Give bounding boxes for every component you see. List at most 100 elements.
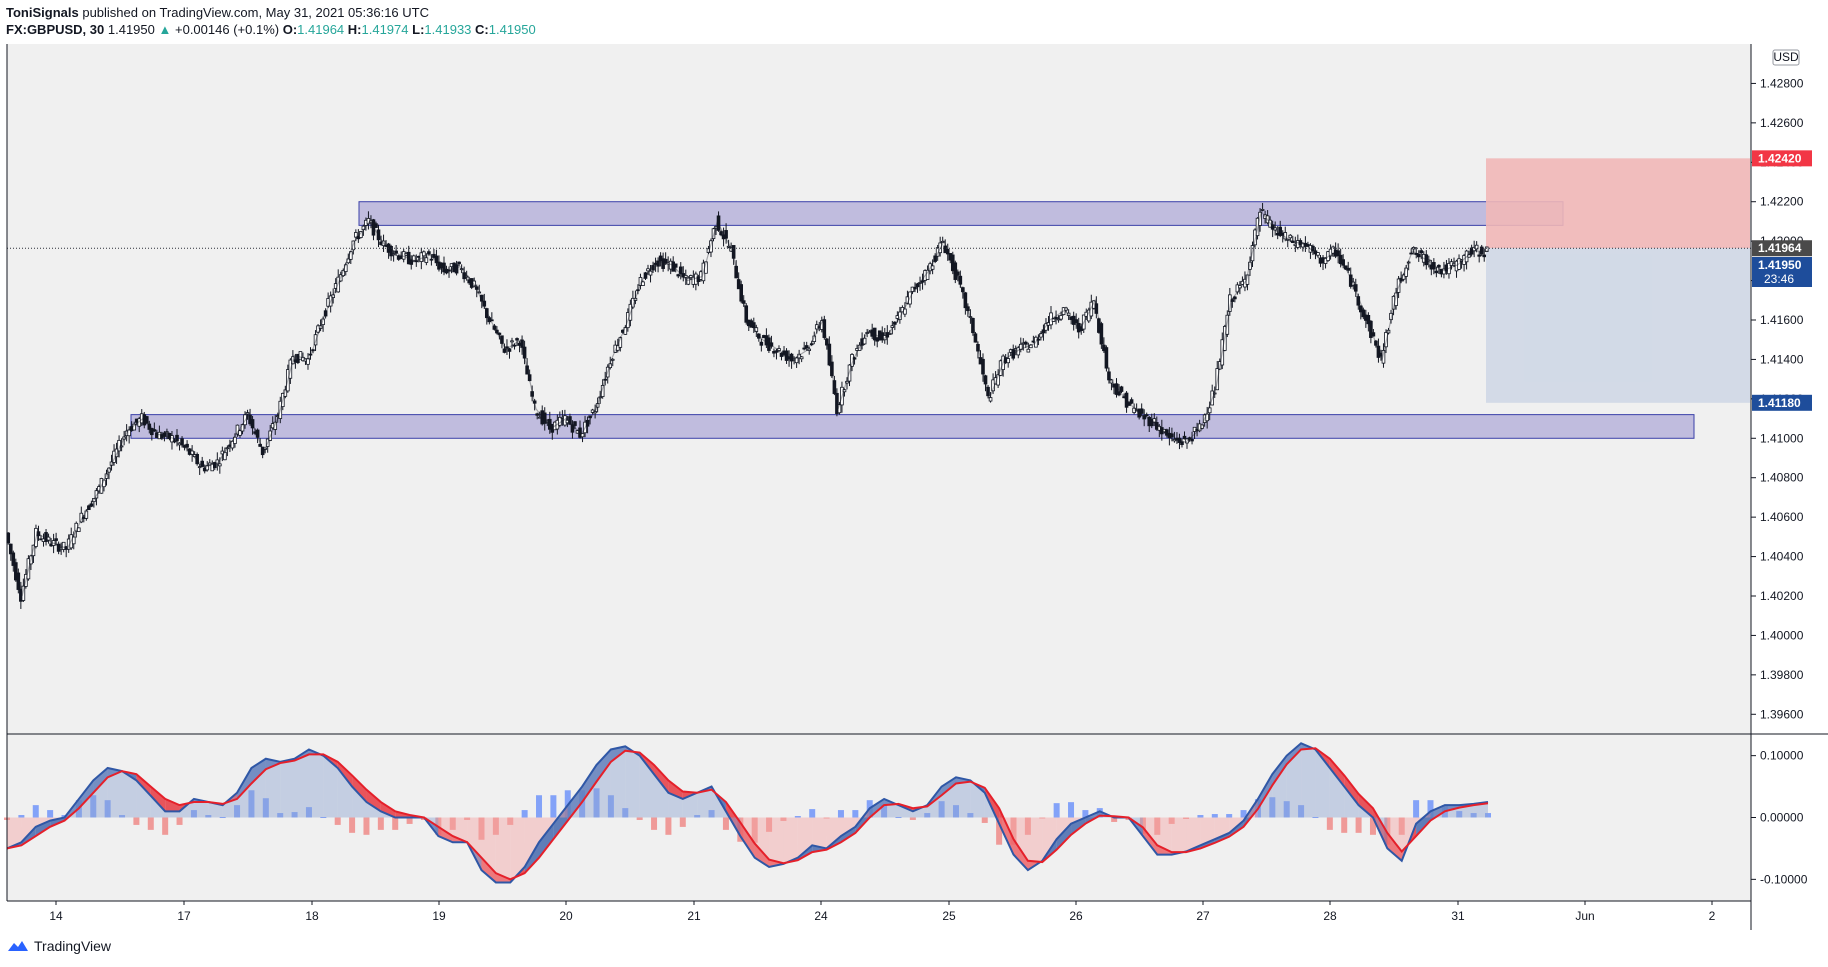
candle [1225, 314, 1230, 335]
macd-histogram-bar [449, 817, 456, 830]
macd-histogram-bar [1197, 815, 1204, 818]
candle [34, 527, 38, 547]
macd-histogram-bar [1312, 817, 1319, 819]
candle [920, 280, 925, 283]
candle [726, 245, 731, 248]
candle [976, 344, 980, 352]
entry-price-label[interactable]: 1.41964 [1752, 240, 1812, 257]
candle [212, 462, 217, 469]
macd-signal-fill [1013, 839, 1028, 871]
candle [218, 463, 222, 467]
macd-area-fill [682, 792, 698, 818]
candle [323, 310, 328, 317]
candle [1139, 408, 1144, 414]
macd-tick-label: -0.10000 [1760, 872, 1808, 886]
macd-area-fill [625, 746, 640, 818]
candle [1409, 252, 1413, 255]
macd-histogram-bar [1010, 817, 1017, 845]
candle [968, 316, 973, 319]
published-text: published on TradingView.com, May 31, 20… [82, 5, 429, 20]
macd-histogram-bar [981, 817, 988, 823]
candle [260, 446, 265, 456]
candle [195, 453, 199, 465]
candle [988, 397, 993, 402]
candle [797, 353, 801, 359]
candle [807, 348, 812, 351]
candle [170, 435, 174, 443]
candle [1011, 349, 1016, 359]
target-price-label[interactable]: 1.41180 [1752, 394, 1812, 411]
time-tick-label: 26 [1069, 909, 1083, 923]
candle [381, 240, 386, 247]
candle [8, 543, 13, 555]
macd-histogram-bar [349, 817, 356, 833]
candle [1205, 413, 1209, 422]
author-name[interactable]: ToniSignals [6, 5, 79, 20]
candle [643, 272, 648, 279]
candle [235, 424, 240, 435]
candle [918, 282, 922, 284]
take-profit-zone[interactable] [1486, 248, 1750, 403]
candle [76, 527, 81, 532]
candle [490, 319, 494, 322]
candle [1270, 224, 1275, 230]
candle [646, 268, 650, 272]
candle [631, 297, 635, 308]
candle [799, 356, 804, 360]
candle [1200, 424, 1204, 429]
candle [1283, 232, 1288, 240]
macd-histogram-bar [406, 817, 413, 824]
macd-signal-fill [1142, 827, 1158, 855]
candle [605, 366, 610, 378]
stop-price-label[interactable]: 1.42420 [1752, 150, 1812, 167]
candle [1484, 246, 1489, 252]
tradingview-footer[interactable]: TradingView [6, 938, 111, 954]
candle [311, 349, 315, 352]
candle [1432, 262, 1436, 270]
candle [535, 413, 539, 416]
macd-signal-fill [941, 777, 956, 796]
macd-area-fill [1315, 749, 1330, 818]
price-tick-label: 1.40400 [1760, 550, 1804, 564]
macd-histogram-bar [1154, 817, 1161, 835]
candle [1154, 422, 1159, 430]
candle [152, 429, 157, 432]
stop-loss-zone[interactable] [1486, 158, 1750, 249]
macd-signal-fill [754, 843, 770, 867]
symbol-label[interactable]: FX:GBPUSD, 30 [6, 22, 105, 37]
stop-price-label-text: 1.42420 [1758, 151, 1802, 165]
candle [472, 280, 477, 287]
macd-signal-fill [596, 749, 611, 782]
macd-signal-fill [553, 805, 568, 840]
candle [87, 505, 91, 511]
candle [84, 510, 89, 519]
candle [162, 432, 167, 437]
candle [343, 264, 348, 272]
candle [784, 350, 789, 361]
macd-area-fill [193, 798, 209, 818]
candle [1427, 259, 1431, 262]
macd-histogram-bar [18, 815, 25, 818]
candle [24, 573, 28, 587]
candle [961, 287, 965, 293]
candle [1369, 320, 1373, 338]
macd-area-fill [352, 786, 367, 818]
candle [827, 343, 832, 366]
macd-signal-fill [654, 764, 669, 793]
candle [628, 303, 633, 321]
candle [1361, 309, 1366, 318]
candle [1298, 240, 1303, 246]
resistance-zone[interactable] [358, 201, 1564, 226]
candle [1467, 254, 1471, 258]
candle [389, 245, 393, 257]
currency-badge[interactable]: USD [1772, 49, 1800, 66]
candle [122, 436, 126, 440]
support-zone[interactable] [130, 414, 1695, 439]
candle [92, 498, 96, 503]
candle [354, 232, 358, 238]
candle [898, 311, 902, 321]
candle [1039, 333, 1043, 338]
candle [331, 294, 335, 298]
